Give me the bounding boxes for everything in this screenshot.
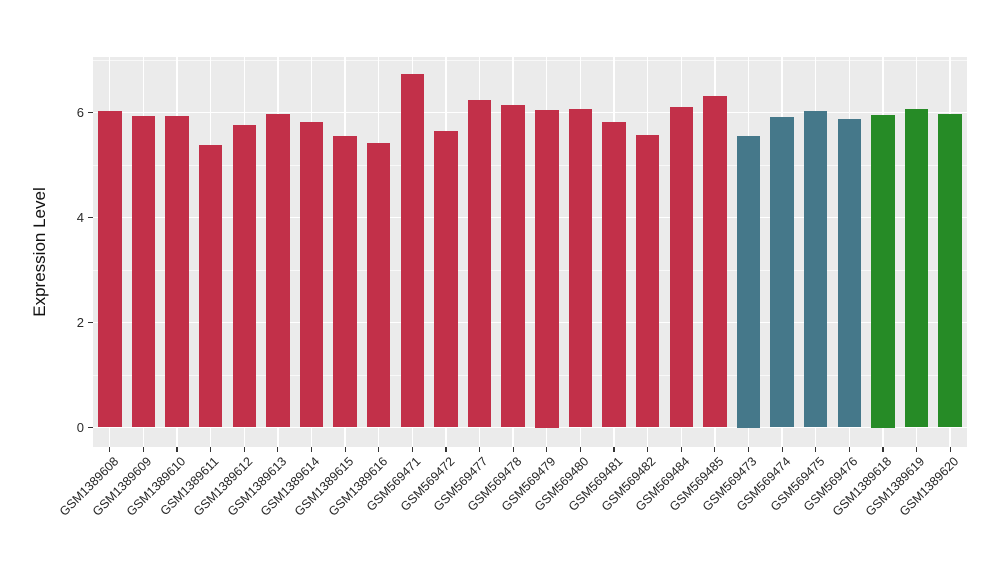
x-tick-mark-GSM1389614 — [310, 447, 313, 452]
x-tick-mark-GSM569479 — [546, 447, 548, 452]
x-tick-mark-GSM1389619 — [915, 447, 918, 452]
bar-GSM1389620 — [938, 114, 962, 428]
y-tick-label-2: 2 — [76, 315, 84, 330]
bar-GSM569473 — [736, 136, 761, 428]
bar-GSM1389613 — [266, 113, 290, 428]
x-tick-mark-GSM569472 — [445, 447, 447, 452]
x-tick-mark-GSM1389613 — [277, 447, 279, 452]
bar-GSM1389610 — [165, 115, 189, 428]
plot-panel — [93, 57, 967, 447]
x-tick-mark-GSM569480 — [579, 447, 581, 452]
bar-GSM569482 — [635, 134, 660, 428]
bar-GSM569477 — [467, 100, 492, 428]
major-gridline-y0 — [93, 426, 967, 429]
y-tick-mark-0 — [88, 426, 93, 429]
y-axis-title: Expression Level — [30, 187, 49, 317]
bar-GSM569476 — [837, 118, 862, 428]
x-tick-mark-GSM1389609 — [142, 447, 144, 452]
major-gridline-y2 — [93, 321, 967, 324]
y-tick-label-6: 6 — [76, 105, 84, 120]
bar-GSM569481 — [602, 122, 626, 428]
bar-GSM569471 — [400, 74, 425, 428]
bar-GSM569475 — [803, 110, 828, 428]
bar-GSM569479 — [535, 109, 559, 428]
x-tick-mark-GSM569477 — [478, 447, 481, 452]
y-tick-mark-2 — [88, 321, 93, 324]
major-gridline-y4 — [93, 216, 967, 219]
bar-GSM1389612 — [232, 125, 257, 428]
minor-gridline-y7 — [93, 60, 967, 61]
minor-gridline-y5 — [93, 165, 967, 166]
bar-GSM569480 — [568, 108, 593, 428]
major-gridline-y6 — [93, 111, 967, 114]
y-tick-label-0: 0 — [76, 420, 84, 435]
x-tick-mark-GSM569482 — [647, 447, 649, 452]
x-tick-mark-GSM1389612 — [243, 447, 245, 452]
x-tick-mark-GSM569485 — [714, 447, 716, 452]
x-tick-mark-GSM1389608 — [109, 447, 111, 452]
bar-GSM1389615 — [333, 135, 357, 428]
minor-gridline-y1 — [93, 375, 967, 376]
x-tick-mark-GSM569476 — [848, 447, 850, 452]
x-tick-mark-GSM1389618 — [882, 447, 884, 452]
x-tick-mark-GSM569474 — [781, 447, 783, 452]
x-tick-mark-GSM569471 — [411, 447, 413, 452]
bar-GSM1389609 — [131, 116, 156, 428]
x-tick-mark-GSM569478 — [512, 447, 514, 452]
bar-GSM1389611 — [198, 145, 223, 428]
minor-gridline-y3 — [93, 270, 967, 271]
bar-GSM569474 — [770, 116, 794, 428]
x-tick-mark-GSM569475 — [815, 447, 817, 452]
x-tick-mark-GSM569473 — [747, 447, 750, 452]
x-tick-mark-GSM569481 — [613, 447, 615, 452]
bar-GSM1389614 — [299, 121, 324, 428]
x-tick-mark-GSM1389610 — [176, 447, 178, 452]
bar-GSM1389619 — [904, 109, 929, 428]
x-tick-mark-GSM1389620 — [949, 447, 951, 452]
x-tick-mark-GSM1389615 — [344, 447, 346, 452]
bar-GSM1389608 — [98, 110, 122, 428]
bar-GSM569478 — [501, 105, 525, 428]
y-tick-label-4: 4 — [76, 210, 84, 225]
y-tick-mark-4 — [88, 216, 93, 219]
bar-GSM1389616 — [366, 143, 391, 428]
bar-GSM1389618 — [871, 115, 895, 428]
bar-GSM569485 — [703, 95, 727, 428]
bar-GSM569484 — [669, 106, 694, 428]
x-tick-mark-GSM1389611 — [210, 447, 212, 452]
bar-GSM569472 — [434, 131, 458, 428]
x-tick-mark-GSM569484 — [680, 447, 682, 452]
x-tick-mark-GSM1389616 — [378, 447, 380, 452]
y-tick-mark-6 — [88, 111, 93, 114]
